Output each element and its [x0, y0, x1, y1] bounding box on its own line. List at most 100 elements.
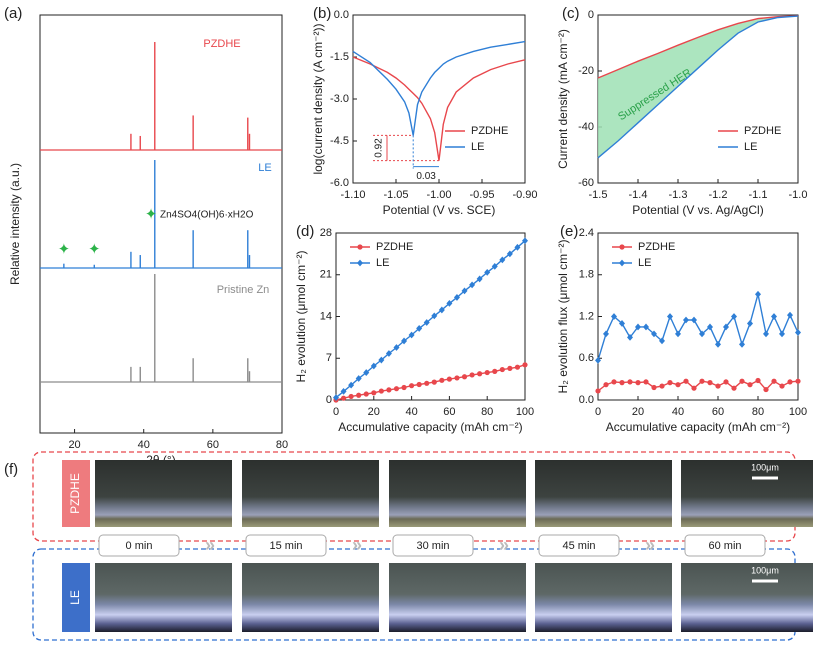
- suppressed-region: [598, 15, 798, 158]
- annotation: Zn4SO4(OH)6·xH2O: [160, 210, 254, 221]
- x-tick-label: 40: [672, 406, 684, 418]
- y-tick-label: 0.6: [579, 352, 594, 364]
- point: [401, 337, 408, 345]
- x-axis-label: Accumulative capacity (mAh cm⁻²): [338, 420, 522, 434]
- x-tick-label: 60: [207, 439, 219, 451]
- legend-label: LE: [376, 257, 389, 269]
- point: [643, 323, 649, 331]
- panel-label: (c): [562, 5, 580, 22]
- point: [683, 378, 689, 384]
- point: [356, 392, 362, 398]
- y-tick-label: 0.0: [334, 9, 349, 21]
- legend-label: PZDHE: [744, 125, 781, 137]
- point: [507, 365, 513, 371]
- y-tick-label: -20: [578, 65, 594, 77]
- point: [446, 299, 453, 307]
- series-line: [335, 240, 526, 399]
- photo: [242, 460, 379, 527]
- point: [659, 337, 665, 345]
- y-tick-label: -1.5: [330, 51, 349, 63]
- photo: [681, 460, 813, 527]
- point: [522, 362, 528, 368]
- series-line: [352, 56, 526, 161]
- row-label: PZDHE: [68, 473, 82, 514]
- point: [779, 330, 785, 338]
- point: [401, 384, 407, 391]
- x-axis-label: Potential (V vs. SCE): [383, 203, 496, 217]
- point: [627, 379, 633, 385]
- point: [477, 371, 483, 377]
- panel-label: (f): [4, 461, 18, 478]
- point: [731, 313, 737, 320]
- x-tick-label: -1.1: [749, 189, 768, 201]
- plot-frame: [597, 232, 799, 401]
- time-pill: [538, 534, 620, 557]
- point: [378, 388, 384, 394]
- x-tick-label: 80: [752, 406, 764, 418]
- point: [715, 340, 721, 348]
- point: [386, 387, 392, 393]
- series-line: [597, 294, 799, 361]
- time-pill: [684, 534, 766, 557]
- photo: [535, 563, 672, 632]
- point: [659, 383, 665, 389]
- point: [723, 323, 729, 331]
- y-tick-label: 7: [326, 352, 332, 364]
- point: [675, 330, 681, 338]
- y-tick-label: 21: [320, 269, 332, 281]
- row-tag: [62, 563, 90, 632]
- x-axis-label: Accumulative capacity (mAh cm⁻²): [606, 420, 790, 434]
- point: [416, 381, 422, 388]
- point: [595, 356, 601, 364]
- legend-marker: [619, 244, 625, 250]
- point: [643, 379, 649, 385]
- point: [378, 356, 385, 364]
- phase-star: ✦: [88, 241, 101, 258]
- x-tick-label: 80: [276, 439, 288, 451]
- point: [461, 374, 468, 380]
- x-tick-label: 20: [632, 406, 644, 418]
- point: [439, 377, 445, 383]
- time-label: 0 min: [126, 540, 153, 552]
- x-tick-label: -0.90: [512, 189, 537, 201]
- point: [409, 383, 415, 389]
- point: [675, 382, 681, 388]
- y-axis-label: Current density (mA cm⁻²): [556, 29, 570, 169]
- x-tick-label: 0: [333, 406, 339, 418]
- point: [707, 380, 713, 386]
- point: [619, 320, 625, 327]
- series-line: [352, 40, 526, 136]
- plot-frame: [335, 232, 526, 401]
- time-pill: [98, 534, 180, 557]
- panel-label: (a): [4, 5, 22, 22]
- photo: [242, 563, 379, 632]
- x-tick-label: -1.10: [340, 189, 365, 201]
- y-tick-label: -40: [578, 121, 594, 133]
- photo: [681, 563, 813, 632]
- point: [340, 395, 347, 401]
- point: [492, 368, 498, 374]
- point: [370, 362, 377, 370]
- point: [603, 330, 609, 338]
- x-tick-label: 60: [712, 406, 724, 418]
- point: [635, 380, 641, 386]
- point: [739, 340, 745, 348]
- x-tick-label: -1.5: [589, 189, 608, 201]
- y-axis-label: H₂ evolution (μmol cm⁻²): [294, 251, 308, 383]
- x-tick-label: 20: [368, 406, 380, 418]
- legend-label: PZDHE: [471, 125, 508, 137]
- series-label: Pristine Zn: [217, 284, 270, 296]
- point: [635, 323, 641, 331]
- point: [755, 377, 761, 384]
- point: [363, 369, 370, 376]
- point: [348, 393, 354, 400]
- row-tag: [62, 460, 90, 527]
- point: [651, 330, 657, 338]
- y-tick-label: 0: [588, 9, 594, 21]
- point: [715, 383, 721, 389]
- point: [506, 250, 513, 258]
- point: [691, 316, 697, 324]
- point: [691, 385, 697, 391]
- point: [408, 331, 415, 339]
- point: [627, 333, 633, 341]
